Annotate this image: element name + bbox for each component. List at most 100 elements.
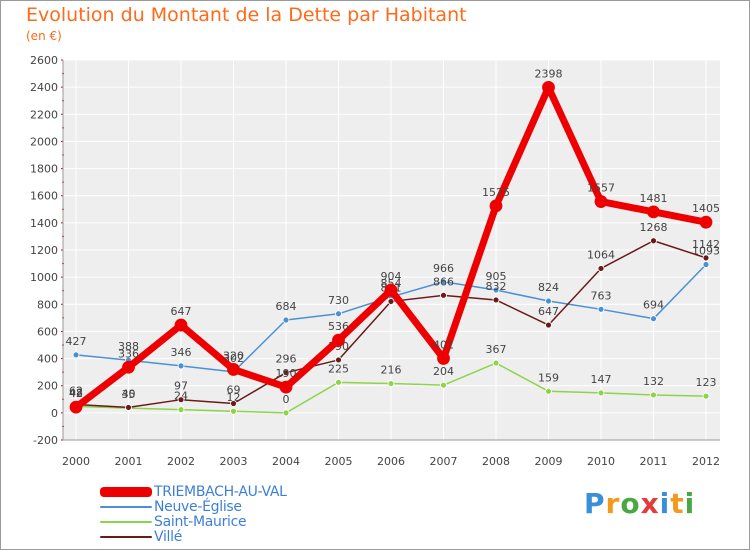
data-label: 367 — [486, 343, 507, 356]
legend-item: Saint-Maurice — [100, 514, 247, 530]
data-label: 132 — [643, 375, 664, 388]
data-label: 730 — [328, 294, 349, 307]
logo-letter: i — [659, 487, 671, 520]
x-tick-label: 2000 — [62, 455, 90, 468]
data-point — [647, 205, 660, 219]
data-point — [702, 261, 710, 268]
data-label: 427 — [66, 335, 87, 348]
data-point — [282, 316, 290, 324]
data-label: 190 — [276, 367, 297, 380]
y-tick-label: 1000 — [30, 271, 58, 284]
legend-swatch — [100, 521, 152, 523]
data-label: 1557 — [587, 182, 615, 195]
data-label: 42 — [69, 387, 83, 400]
x-tick-label: 2007 — [430, 455, 458, 468]
y-tick-label: 600 — [37, 325, 58, 338]
data-label: 216 — [381, 364, 402, 377]
legend-item: TRIEMBACH-AU-VAL — [100, 484, 287, 500]
data-label: 1064 — [587, 248, 615, 261]
data-point — [384, 283, 398, 297]
y-tick-label: -200 — [33, 434, 58, 447]
data-label: 346 — [171, 346, 192, 359]
y-tick-label: 1400 — [30, 217, 58, 230]
data-point — [650, 391, 657, 399]
data-label: 1093 — [692, 245, 720, 258]
x-tick-label: 2001 — [115, 455, 143, 468]
logo-letter: i — [684, 487, 696, 520]
data-label: 1525 — [482, 186, 510, 199]
data-label: 123 — [696, 376, 717, 389]
data-label: 35 — [122, 388, 136, 401]
data-point — [440, 381, 447, 389]
data-label: 388 — [118, 340, 139, 353]
data-point — [230, 407, 237, 415]
chart-unit-label: (en €) — [26, 29, 62, 43]
data-point — [597, 265, 605, 272]
data-label: 69 — [227, 383, 241, 396]
data-label: 684 — [276, 300, 297, 313]
data-point — [492, 286, 500, 294]
legend-swatch — [100, 487, 152, 497]
x-tick-label: 2010 — [587, 455, 615, 468]
data-point — [702, 254, 710, 262]
data-label: 159 — [538, 371, 559, 384]
data-point — [177, 362, 185, 370]
data-point — [230, 400, 237, 407]
data-point — [174, 318, 188, 332]
data-point — [122, 360, 135, 374]
y-tick-label: 0 — [51, 407, 58, 420]
data-label: 0 — [283, 393, 290, 406]
logo-letter: x — [640, 487, 660, 520]
data-label: 147 — [591, 373, 612, 386]
data-label: 296 — [276, 353, 297, 366]
data-label: 1268 — [640, 221, 668, 234]
data-point — [282, 369, 290, 377]
data-label: 763 — [591, 289, 612, 302]
x-tick-label: 2011 — [640, 455, 668, 468]
proxiti-logo: Proxiti — [584, 487, 695, 520]
data-point — [72, 351, 80, 359]
data-label: 824 — [538, 281, 559, 294]
chart-title: Evolution du Montant de la Dette par Hab… — [26, 4, 467, 26]
data-label: 966 — [433, 262, 454, 275]
data-point — [699, 215, 713, 229]
y-tick-label: 1200 — [30, 244, 58, 257]
data-label: 225 — [328, 362, 349, 375]
legend-item: Neuve-Église — [100, 499, 242, 515]
y-tick-label: 2400 — [30, 81, 58, 94]
x-tick-label: 2008 — [482, 455, 510, 468]
data-label: 647 — [171, 305, 192, 318]
y-tick-label: 2000 — [30, 135, 58, 148]
data-point — [702, 392, 710, 400]
data-point — [440, 291, 447, 299]
y-tick-label: 800 — [37, 298, 58, 311]
data-point — [492, 296, 500, 304]
y-tick-label: 400 — [37, 353, 58, 366]
data-label: 320 — [223, 349, 244, 362]
legend-label: Neuve-Église — [154, 499, 242, 515]
data-label: 62 — [69, 384, 83, 397]
data-label: 694 — [643, 299, 664, 312]
y-tick-label: 2200 — [30, 108, 58, 121]
data-label: 1405 — [692, 202, 720, 215]
logo-letter: r — [605, 487, 621, 520]
data-label: 401 — [433, 338, 454, 351]
data-point — [440, 278, 447, 286]
data-point — [597, 389, 605, 397]
logo-letter: P — [584, 487, 606, 520]
y-tick-label: 1800 — [30, 163, 58, 176]
data-label: 647 — [538, 305, 559, 318]
data-point — [545, 387, 552, 395]
data-point — [177, 396, 185, 404]
legend-label: Saint-Maurice — [154, 514, 247, 530]
data-label: 40 — [122, 387, 136, 400]
data-point — [594, 195, 608, 208]
data-point — [177, 406, 185, 414]
data-point — [437, 352, 450, 365]
data-point — [542, 81, 555, 94]
legend-item: Villé — [100, 529, 182, 545]
data-label: 48 — [69, 386, 83, 399]
data-label: 97 — [174, 380, 188, 393]
data-point — [282, 409, 290, 417]
